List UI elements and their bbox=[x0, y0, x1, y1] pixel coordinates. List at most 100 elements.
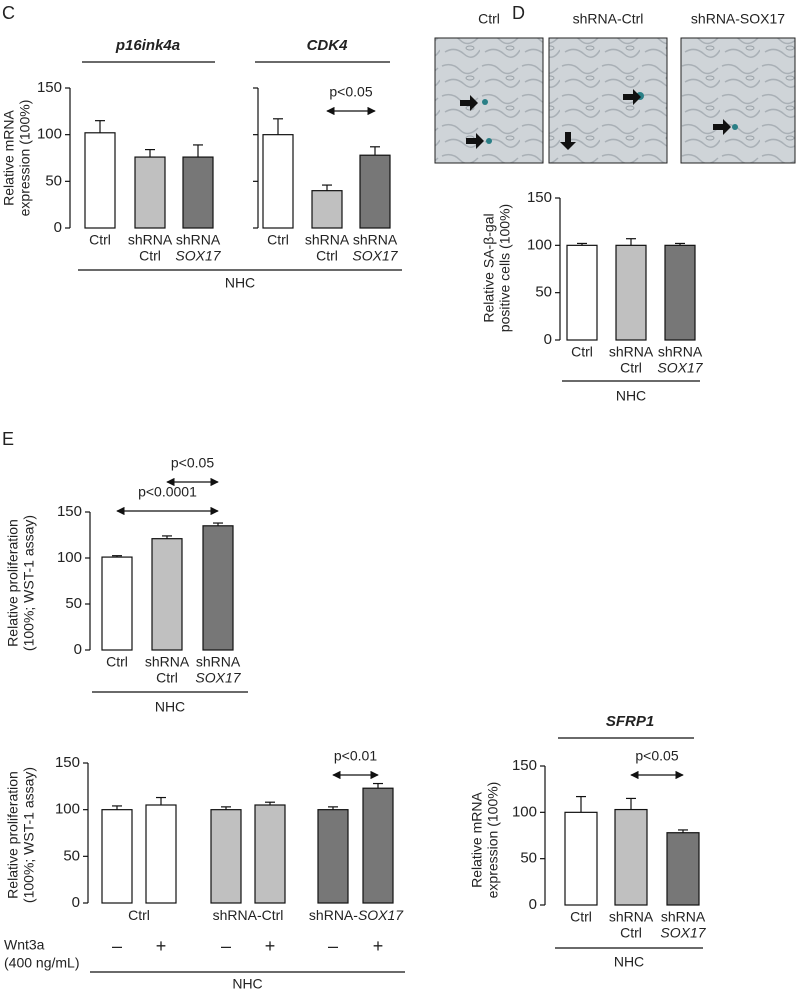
bar bbox=[362, 787, 394, 904]
p-value: p<0.05 bbox=[329, 84, 372, 100]
y-tick-label: 0 bbox=[544, 331, 552, 348]
group-name: NHC bbox=[614, 954, 644, 970]
y-axis-label: Relative SA-β-gal bbox=[481, 213, 497, 322]
arrow-icon bbox=[460, 89, 731, 150]
y-tick-label: 150 bbox=[527, 189, 552, 206]
x-tick-label: shRNA bbox=[196, 654, 241, 670]
panel-letter: D bbox=[512, 3, 525, 23]
treatment-level: – bbox=[112, 936, 122, 956]
x-tick-label: shRNA bbox=[609, 909, 654, 925]
bar bbox=[317, 809, 349, 904]
y-tick-label: 150 bbox=[512, 757, 537, 774]
group-label-part: shRNA-Ctrl bbox=[213, 907, 284, 923]
x-tick-label: SOX17 bbox=[195, 670, 241, 686]
x-tick-label: shRNA bbox=[661, 909, 706, 925]
y-tick-label: 100 bbox=[57, 549, 82, 566]
bar bbox=[84, 132, 116, 229]
y-tick-label: 100 bbox=[37, 126, 62, 143]
group-name: NHC bbox=[155, 699, 185, 715]
y-tick-label: 150 bbox=[57, 503, 82, 520]
image-label: shRNA-SOX17 bbox=[691, 11, 785, 27]
x-tick-label: shRNA bbox=[128, 232, 173, 248]
bar bbox=[564, 811, 598, 906]
x-tick-label: shRNA bbox=[305, 232, 350, 248]
y-axis-label: (100%; WST-1 assay) bbox=[21, 767, 37, 903]
treatment-label: (400 ng/mL) bbox=[4, 955, 79, 971]
y-tick-label: 50 bbox=[520, 850, 537, 867]
y-axis-label: positive cells (100%) bbox=[497, 204, 513, 332]
y-tick-label: 0 bbox=[72, 894, 80, 911]
x-tick-label: Ctrl bbox=[571, 344, 593, 360]
bar bbox=[262, 134, 294, 229]
y-axis-label: Relative mRNA bbox=[1, 110, 17, 206]
group-label: shRNA-SOX17 bbox=[309, 907, 404, 923]
x-tick-label: Ctrl bbox=[156, 670, 178, 686]
y-tick-label: 100 bbox=[55, 801, 80, 818]
treatment-level: + bbox=[265, 936, 276, 956]
panel-letter: C bbox=[2, 3, 15, 23]
x-tick-label: Ctrl bbox=[89, 232, 111, 248]
group-name: NHC bbox=[225, 275, 255, 291]
y-tick-label: 0 bbox=[529, 896, 537, 913]
bar bbox=[151, 538, 183, 651]
x-tick-label: Ctrl bbox=[570, 909, 592, 925]
bar bbox=[666, 832, 700, 906]
group-name: NHC bbox=[616, 388, 646, 404]
x-tick-label: Ctrl bbox=[620, 360, 642, 376]
bar bbox=[182, 156, 214, 229]
group-label: Ctrl bbox=[128, 907, 150, 923]
x-tick-label: Ctrl bbox=[620, 925, 642, 941]
bar bbox=[359, 154, 391, 229]
bar bbox=[614, 808, 648, 906]
y-tick-label: 150 bbox=[37, 79, 62, 96]
y-axis-label: Relative proliferation bbox=[5, 771, 21, 899]
x-tick-label: Ctrl bbox=[106, 654, 128, 670]
group-label-part: shRNA- bbox=[309, 907, 358, 923]
p-value: p<0.05 bbox=[635, 748, 678, 764]
micrograph bbox=[434, 37, 544, 164]
bar bbox=[254, 804, 286, 904]
x-tick-label: SOX17 bbox=[175, 248, 221, 264]
micrograph bbox=[680, 37, 796, 164]
treatment-level: – bbox=[221, 936, 231, 956]
bar bbox=[145, 804, 177, 904]
image-label: Ctrl bbox=[478, 11, 500, 27]
panel-letter: E bbox=[2, 429, 14, 449]
bar bbox=[134, 156, 166, 229]
y-tick-label: 100 bbox=[512, 803, 537, 820]
bar bbox=[210, 809, 242, 904]
bar bbox=[101, 809, 133, 904]
y-tick-label: 50 bbox=[45, 172, 62, 189]
subplot-title: SFRP1 bbox=[606, 713, 654, 730]
x-tick-label: shRNA bbox=[145, 654, 190, 670]
group-label-part: SOX17 bbox=[358, 907, 404, 923]
treatment-level: + bbox=[373, 936, 384, 956]
bar bbox=[311, 190, 343, 229]
image-label: shRNA-Ctrl bbox=[573, 11, 644, 27]
x-tick-label: shRNA bbox=[176, 232, 221, 248]
y-tick-label: 0 bbox=[74, 641, 82, 658]
x-tick-label: Ctrl bbox=[316, 248, 338, 264]
y-tick-label: 50 bbox=[535, 284, 552, 301]
y-axis-label: Relative proliferation bbox=[5, 519, 21, 647]
y-tick-label: 50 bbox=[63, 847, 80, 864]
bar bbox=[664, 244, 696, 341]
bar bbox=[615, 244, 647, 341]
subplot-title: CDK4 bbox=[307, 37, 348, 54]
micrographs: Ctrl shRNA-Ctrl shRNA-SOX17 bbox=[434, 11, 796, 164]
y-axis-label: (100%; WST-1 assay) bbox=[21, 515, 37, 651]
bar bbox=[566, 244, 598, 341]
y-tick-label: 150 bbox=[55, 754, 80, 771]
y-tick-label: 100 bbox=[527, 236, 552, 253]
p-value: p<0.0001 bbox=[138, 484, 197, 500]
y-axis-label: Relative mRNA bbox=[469, 792, 485, 888]
x-tick-label: SOX17 bbox=[657, 360, 703, 376]
bar bbox=[202, 525, 234, 651]
y-axis-label: expression (100%) bbox=[17, 100, 33, 217]
bar bbox=[101, 556, 133, 651]
x-tick-label: shRNA bbox=[609, 344, 654, 360]
x-tick-label: SOX17 bbox=[660, 925, 706, 941]
group-label: shRNA-Ctrl bbox=[213, 907, 284, 923]
p-value: p<0.01 bbox=[334, 748, 377, 764]
